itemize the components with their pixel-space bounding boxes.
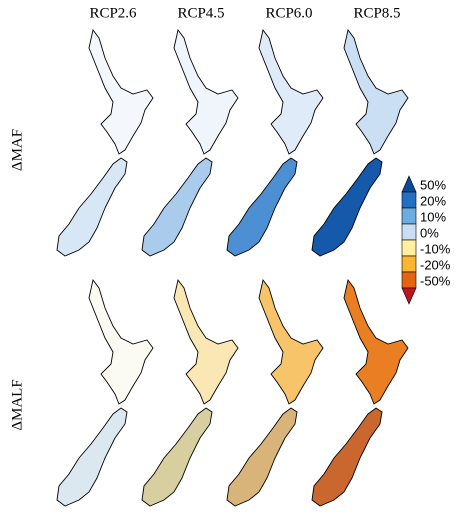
colorbar-label: -50%: [420, 273, 451, 288]
map: [311, 29, 409, 257]
maf-maps: [56, 29, 409, 257]
malf-maps: [56, 279, 409, 507]
row-label: ΔMALF: [9, 379, 25, 430]
colorbar-label: 50%: [420, 177, 446, 192]
map: [226, 279, 324, 507]
colorbar-label: 20%: [420, 193, 446, 208]
map: [226, 29, 324, 257]
colorbar-swatch: [401, 175, 417, 193]
colorbar-label: -20%: [420, 257, 451, 272]
colorbar-swatch: [401, 223, 417, 241]
colorbar-swatch: [401, 191, 417, 209]
column-headers: RCP2.6 RCP4.5 RCP6.0 RCP8.5: [89, 5, 400, 21]
colorbar-label: 0%: [420, 225, 439, 240]
colorbar-label: 10%: [420, 209, 446, 224]
map: [311, 279, 409, 507]
column-header: RCP2.6: [89, 5, 137, 21]
colorbar-swatch: [401, 239, 417, 257]
map: [56, 29, 154, 257]
map: [141, 29, 239, 257]
column-header: RCP8.5: [353, 5, 400, 21]
row-label: ΔMAF: [9, 129, 25, 171]
map: [141, 279, 239, 507]
column-header: RCP4.5: [177, 5, 224, 21]
colorbar-swatch: [401, 287, 417, 305]
map: [56, 279, 154, 507]
colorbar-swatch: [401, 271, 417, 289]
row-labels: ΔMAF ΔMALF: [9, 129, 25, 431]
column-header: RCP6.0: [265, 5, 312, 21]
colorbar-swatch: [401, 255, 417, 273]
colorbar-swatch: [401, 207, 417, 225]
colorbar: 50%20%10%0%-10%-20%-50%: [401, 175, 451, 305]
colorbar-label: -10%: [420, 241, 451, 256]
